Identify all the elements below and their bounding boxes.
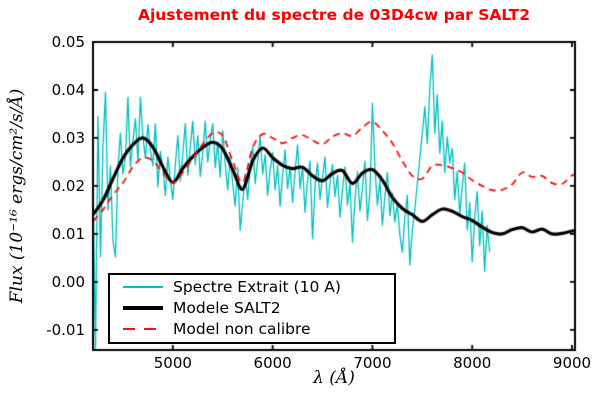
y-tick-label: 0.05	[51, 33, 85, 51]
x-tick-label: 7000	[353, 354, 392, 372]
chart-title: Ajustement du spectre de 03D4cw par SALT…	[137, 6, 531, 24]
y-axis-label: Flux (10⁻¹⁶ ergs/cm²/s/Å)	[7, 88, 27, 304]
x-tick-label: 6000	[253, 354, 292, 372]
legend-line-model-icon	[123, 305, 163, 310]
y-tick-label: -0.01	[46, 320, 85, 339]
legend-entry: Modele SALT2	[110, 298, 394, 318]
legend-label: Model non calibre	[173, 319, 311, 338]
x-axis-label: λ (Å)	[313, 368, 355, 388]
legend-line-spectrum-icon	[123, 286, 163, 289]
y-tick-label: 0.04	[51, 80, 85, 99]
x-tick-label: 9000	[552, 354, 592, 372]
legend-entry: Model non calibre	[110, 319, 394, 339]
y-tick-label: 0.00	[51, 272, 85, 291]
legend-entry: Spectre Extrait (10 A)	[110, 277, 394, 297]
y-tick-label: 0.03	[51, 128, 85, 147]
legend-line-uncalibrated-icon	[123, 327, 163, 330]
y-tick-label: 0.02	[51, 176, 85, 195]
y-tick-label: 0.01	[51, 224, 85, 243]
legend-label: Modele SALT2	[173, 298, 281, 317]
legend-label: Spectre Extrait (10 A)	[173, 278, 341, 297]
x-tick-label: 8000	[453, 354, 492, 372]
x-tick-label: 5000	[153, 354, 192, 372]
legend: Spectre Extrait (10 A) Modele SALT2 Mode…	[108, 273, 396, 344]
